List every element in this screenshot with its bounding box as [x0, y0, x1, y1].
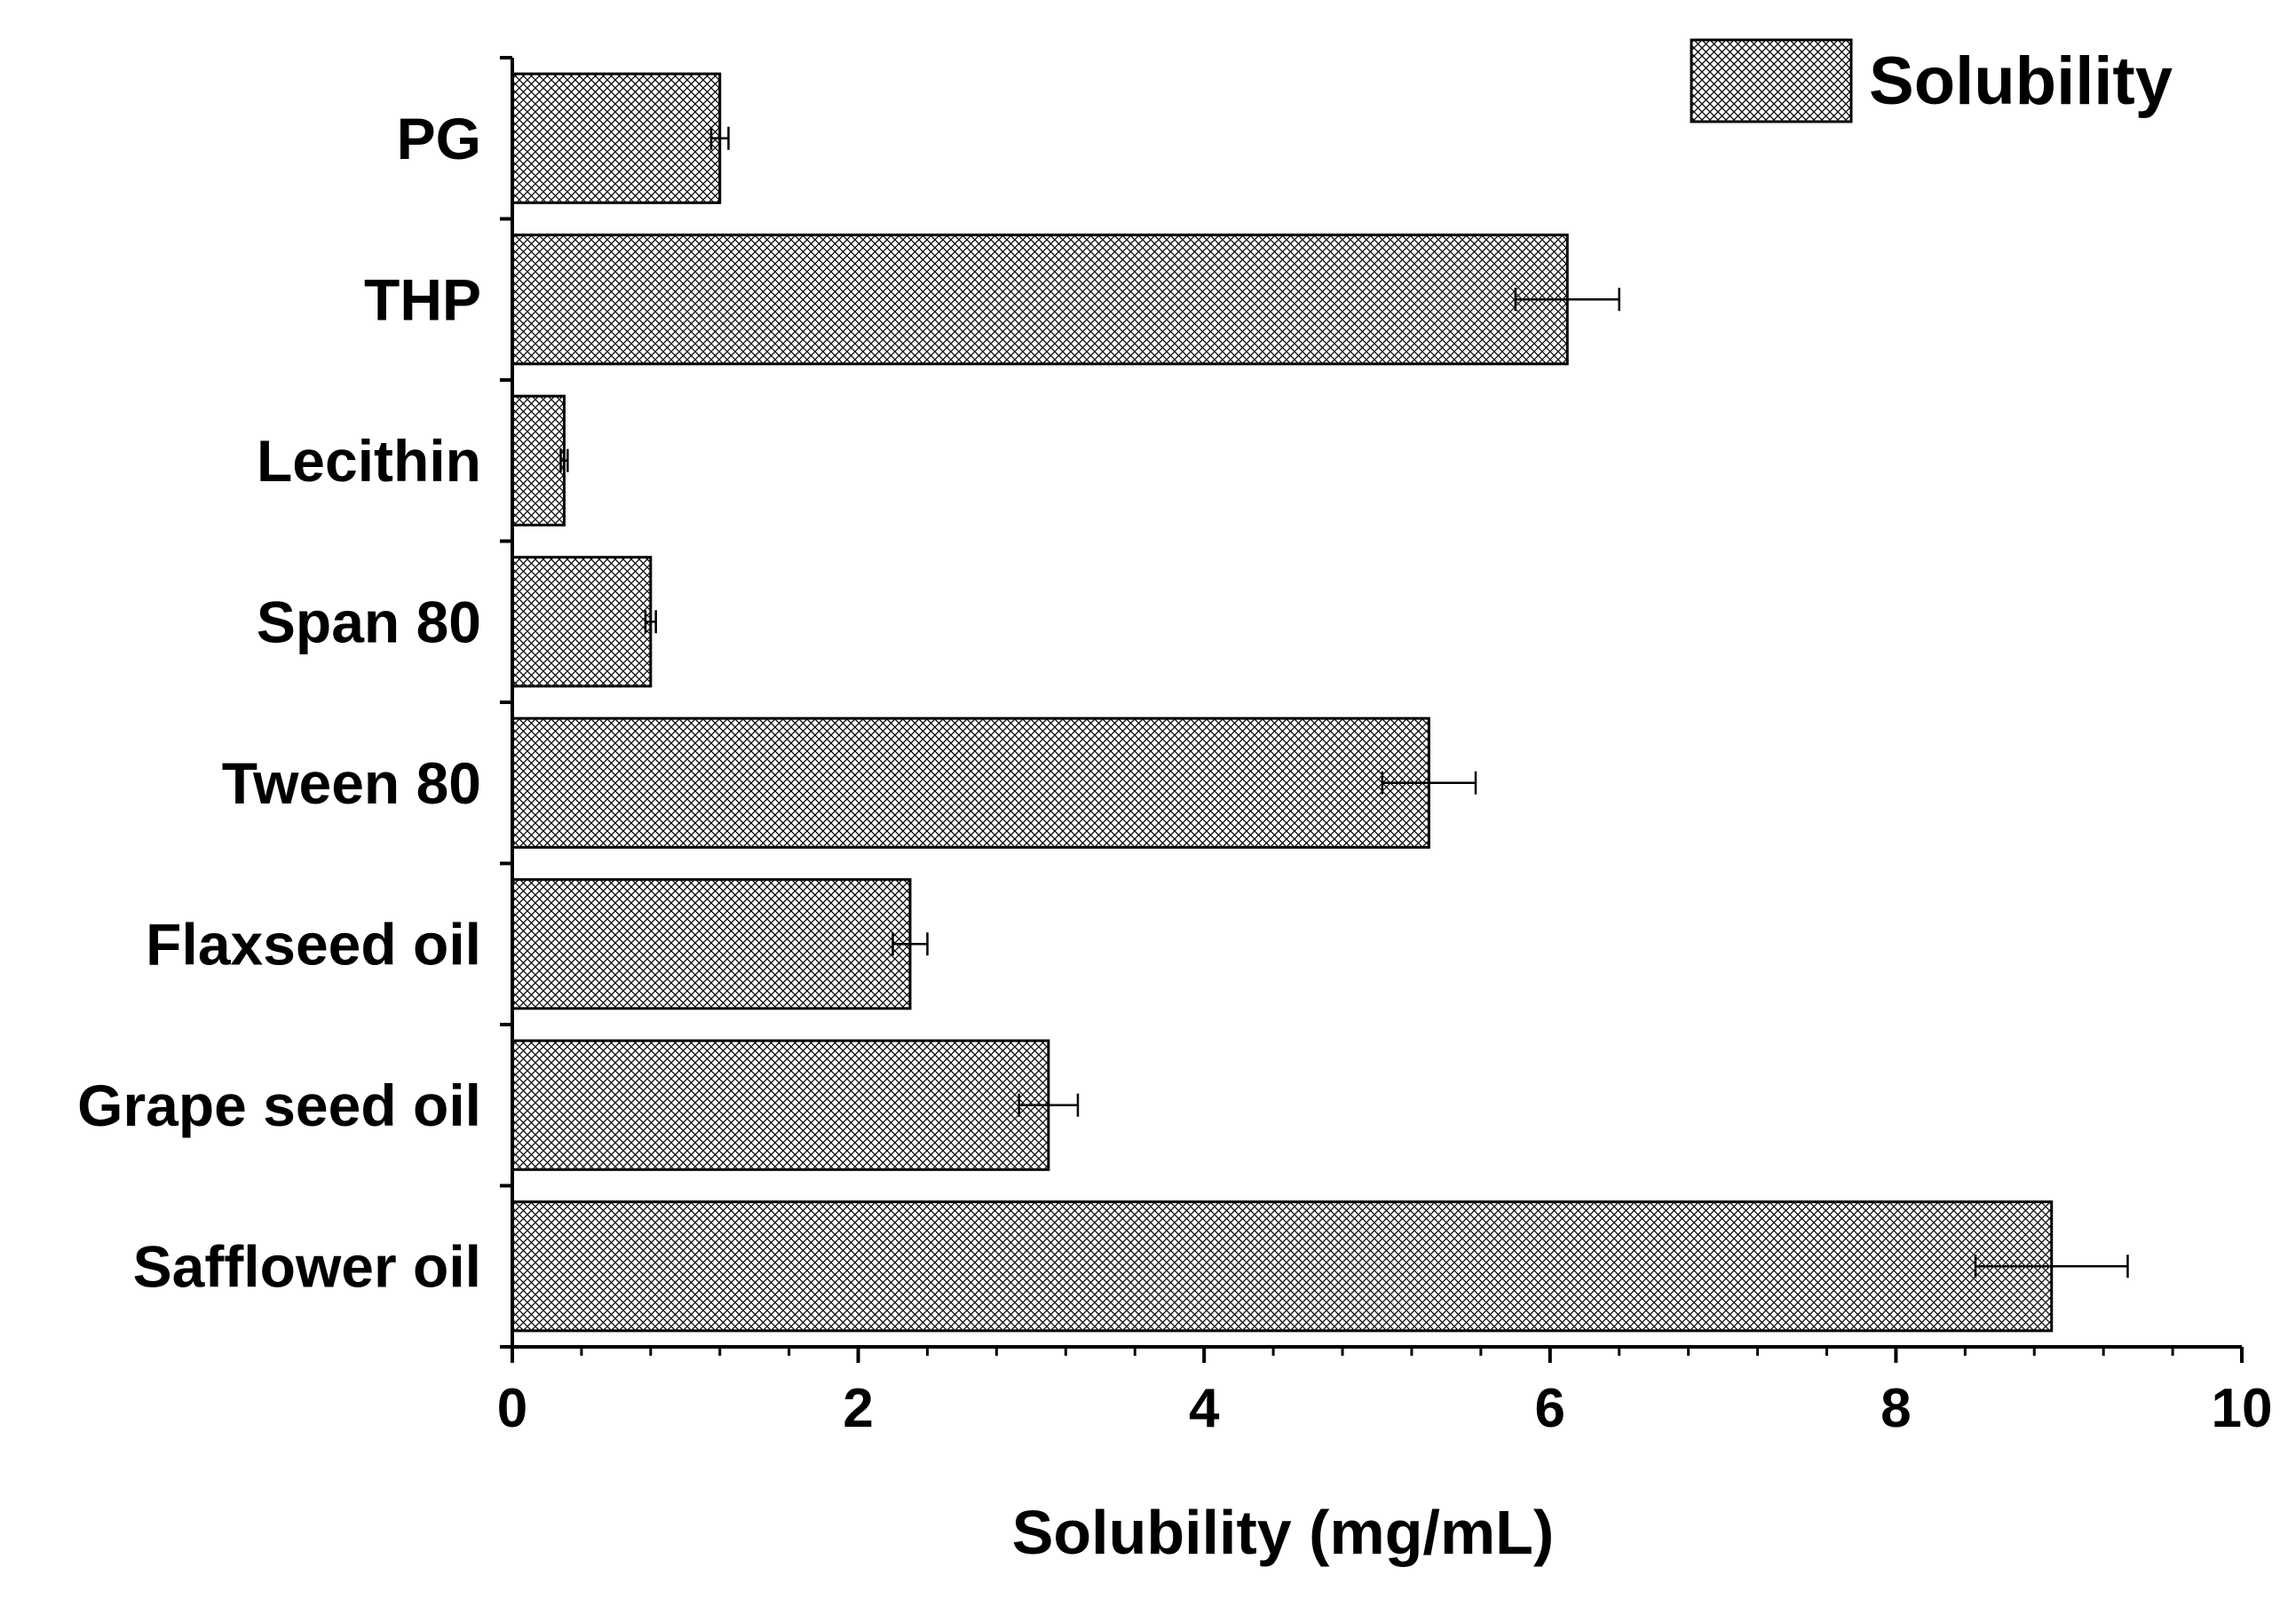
- error-bar-tween-80: [1381, 771, 1477, 795]
- bar-safflower-oil: [511, 1200, 2054, 1333]
- bar-grape-seed-oil: [511, 1039, 1050, 1171]
- axes-layer: [500, 56, 2244, 1363]
- bar-span-80: [511, 556, 653, 688]
- error-bar-lecithin: [559, 448, 569, 472]
- y-tick-label-lecithin: Lecithin: [257, 428, 481, 494]
- y-tick-label-safflower-oil: Safflower oil: [133, 1233, 481, 1299]
- bars-layer: [511, 72, 2054, 1333]
- error-bar-safflower-oil: [1974, 1255, 2129, 1278]
- y-tick-label-span-80: Span 80: [257, 589, 481, 654]
- x-tick-label: 4: [1189, 1378, 1220, 1439]
- error-bar-span-80: [644, 610, 657, 634]
- x-tick-label: 0: [497, 1378, 527, 1439]
- x-tick-label: 2: [843, 1378, 873, 1439]
- y-tick-label-tween-80: Tween 80: [222, 750, 481, 816]
- legend: Solubility: [1690, 38, 2173, 123]
- y-tick-label-thp: THP: [364, 266, 481, 332]
- bar-lecithin: [511, 394, 566, 526]
- error-bars-layer: [559, 126, 2129, 1278]
- y-tick-label-flaxseed-oil: Flaxseed oil: [146, 911, 481, 977]
- labels-layer: PG THP Lecithin Span 80 Tween 80 Flaxseed oil…: [77, 106, 2272, 1439]
- x-axis-title: Solubility (mg/mL): [1012, 1498, 1555, 1567]
- x-tick-label: 6: [1535, 1378, 1565, 1439]
- x-tick-label: 8: [1880, 1378, 1911, 1439]
- error-bar-pg: [709, 126, 730, 150]
- error-bar-thp: [1514, 288, 1620, 312]
- legend-label: Solubility: [1869, 44, 2173, 119]
- bar-pg: [511, 72, 722, 204]
- y-tick-label-pg: PG: [397, 106, 481, 171]
- bar-tween-80: [511, 716, 1430, 849]
- bar-flaxseed-oil: [511, 878, 912, 1010]
- legend-swatch: [1690, 38, 1853, 123]
- error-bar-grape-seed-oil: [1017, 1093, 1080, 1117]
- bar-thp: [511, 234, 1569, 366]
- y-tick-label-grape-seed-oil: Grape seed oil: [77, 1073, 481, 1138]
- error-bar-flaxseed-oil: [891, 932, 929, 956]
- x-tick-label: 10: [2212, 1378, 2273, 1439]
